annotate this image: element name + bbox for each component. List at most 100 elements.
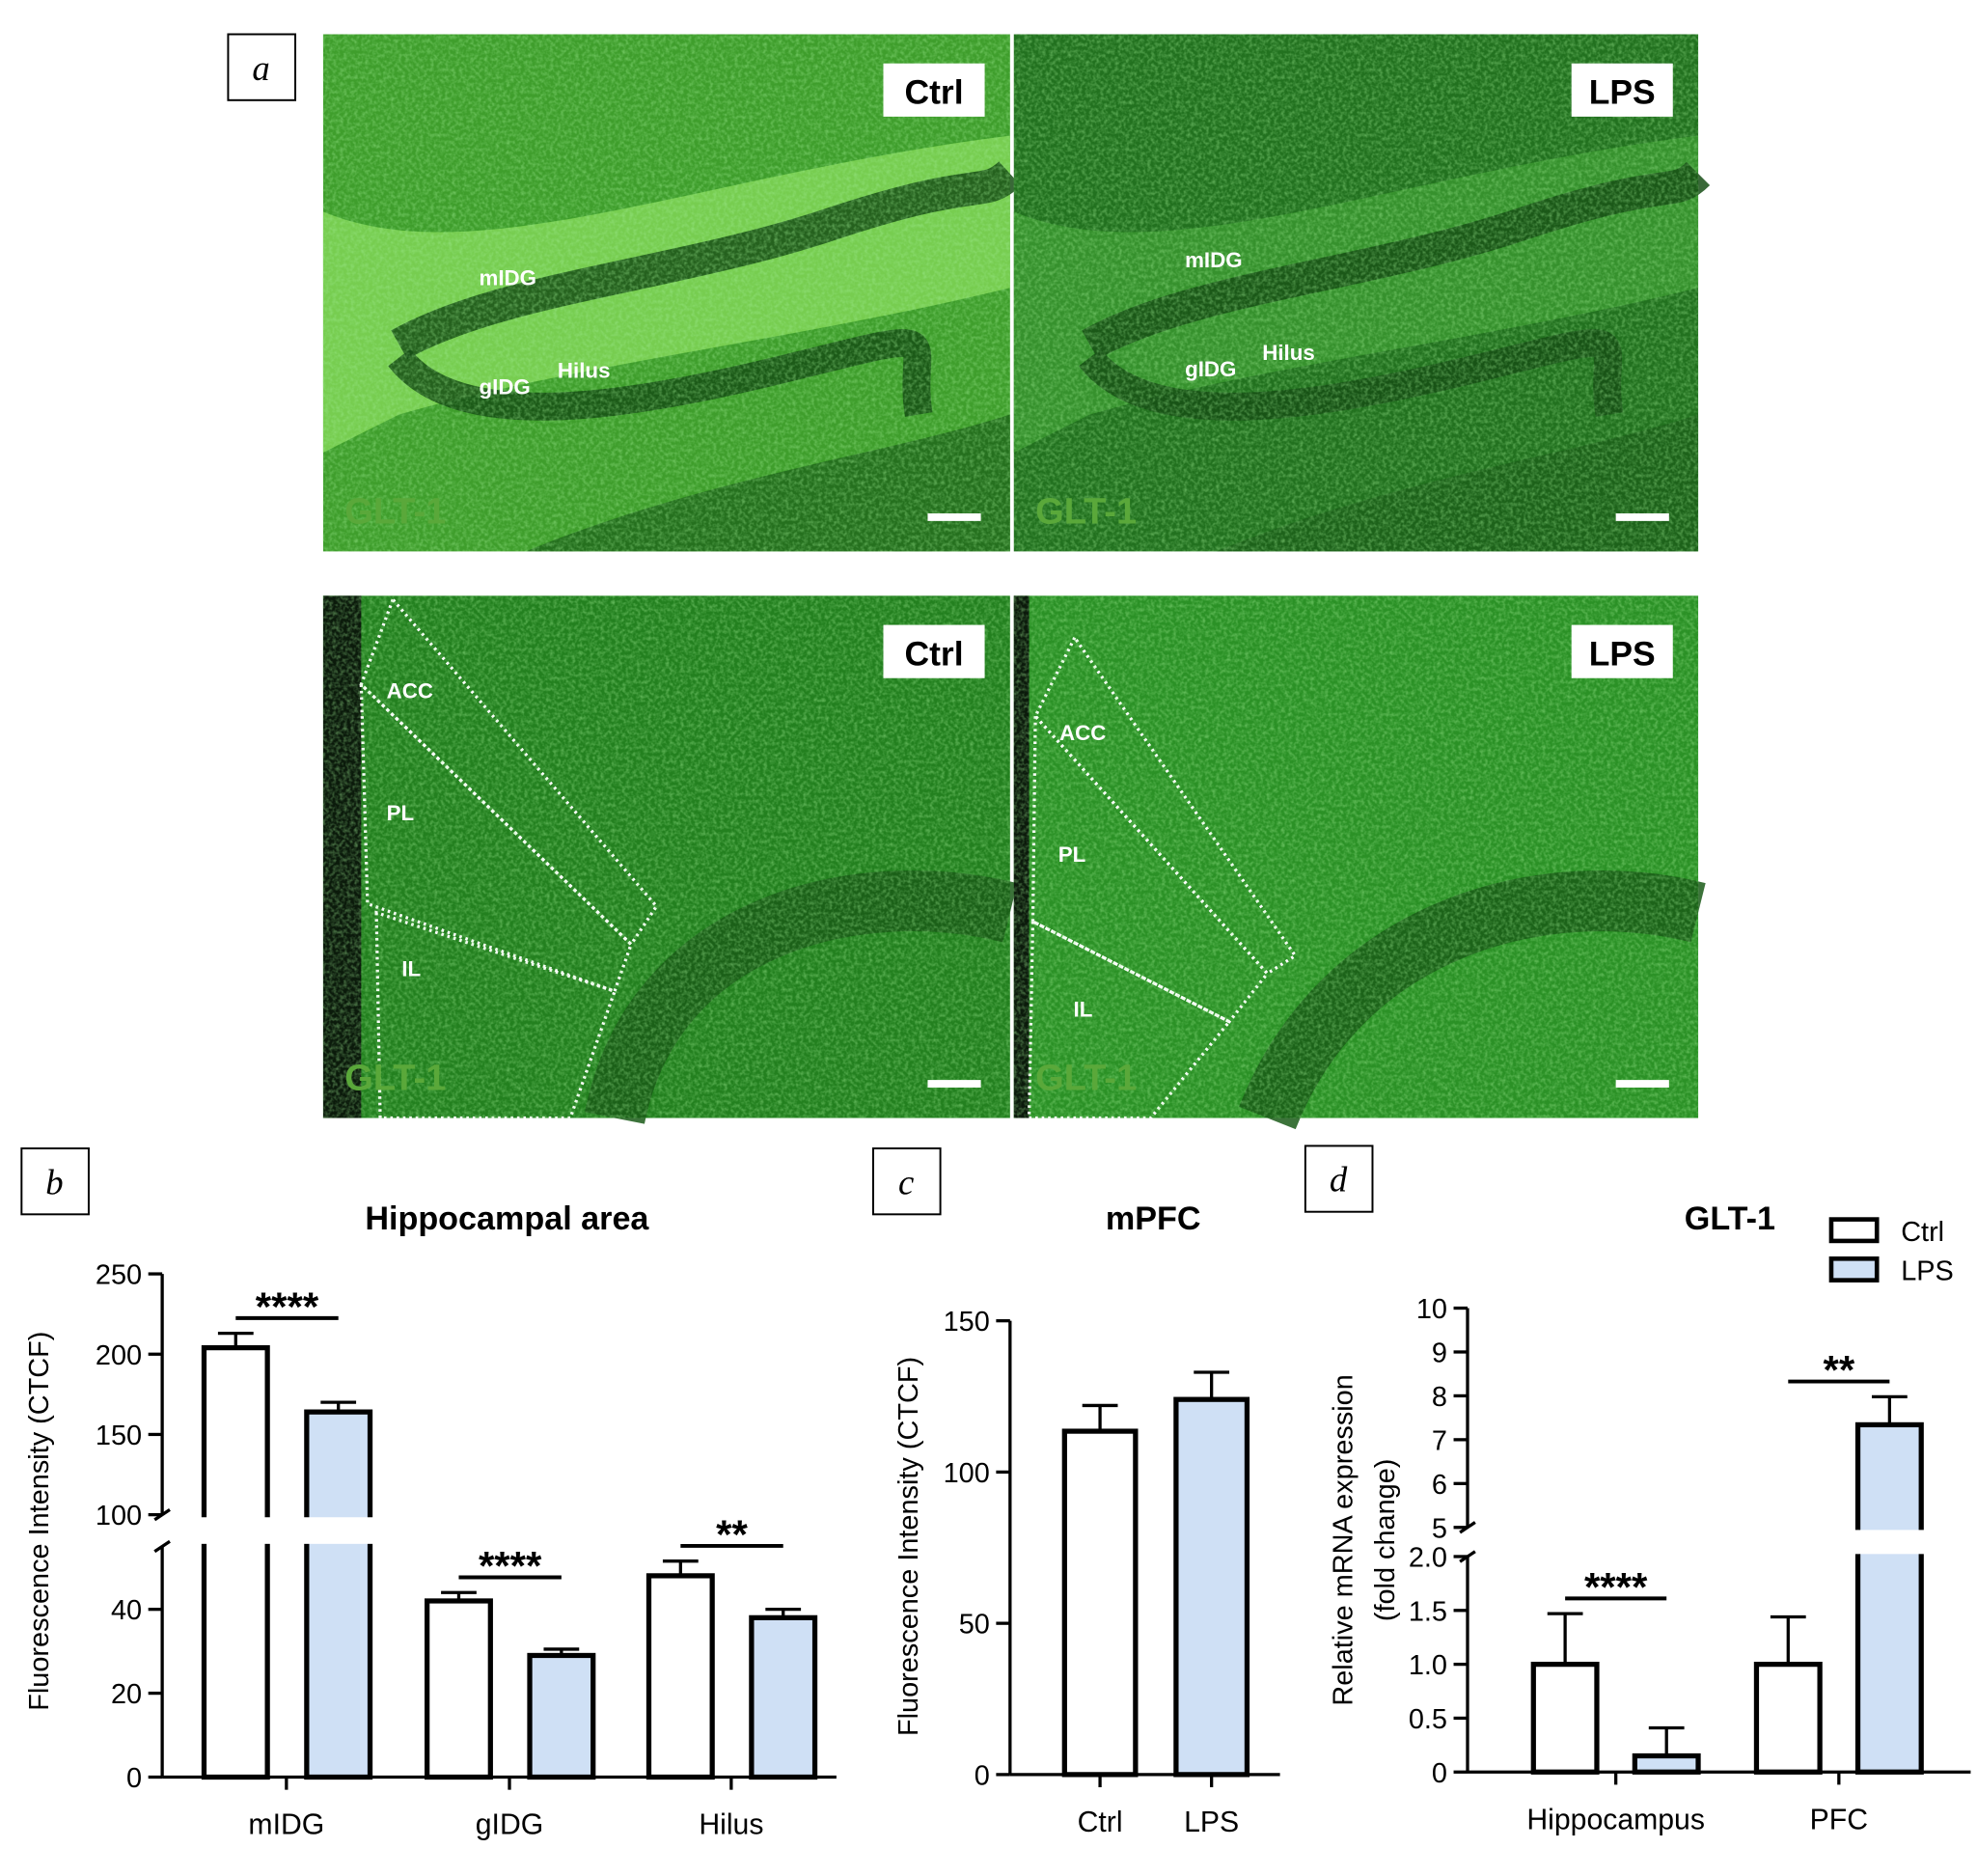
axis-break-mark	[1459, 1521, 1476, 1534]
y-tick-label: 10	[1416, 1294, 1447, 1325]
condition-label: LPS	[1589, 73, 1656, 112]
bar	[425, 1598, 493, 1780]
y-tick-label: 200	[96, 1340, 142, 1371]
legend-label: LPS	[1901, 1256, 1954, 1287]
legend-label: Ctrl	[1901, 1217, 1944, 1248]
texture	[322, 595, 1010, 1118]
micrograph	[322, 595, 1018, 1125]
y-tick-label: 40	[111, 1595, 142, 1626]
y-tick-label: 1.0	[1409, 1650, 1447, 1681]
micrograph	[1013, 595, 1706, 1130]
micrograph	[322, 34, 1022, 552]
panel-letter-box	[871, 1147, 942, 1216]
bar	[1632, 1752, 1701, 1775]
stain-label: GLT-1	[344, 491, 446, 532]
region-label: PL	[1058, 842, 1086, 867]
axis-break-gap	[166, 1517, 840, 1544]
condition-box	[883, 624, 985, 678]
y-tick-label: 1.5	[1409, 1596, 1447, 1627]
y-tick-label: 6	[1432, 1470, 1447, 1501]
axis-break-mark	[153, 1539, 171, 1554]
x-tick-label: Hippocampus	[1526, 1804, 1705, 1835]
y-tick-label: 150	[96, 1421, 142, 1451]
bar	[749, 1614, 818, 1780]
y-axis-label: Fluorescence Intensity (CTCF)	[893, 1357, 924, 1736]
bar	[527, 1652, 596, 1780]
y-tick-label: 2.0	[1409, 1542, 1447, 1573]
region-label: ACC	[387, 679, 433, 704]
y-tick-label: 5	[1432, 1513, 1447, 1544]
texture	[1013, 595, 1699, 1118]
panel-letter: b	[45, 1162, 63, 1201]
region-label: gIDG	[1185, 357, 1236, 381]
texture	[322, 34, 1010, 552]
significance-label: **	[1823, 1347, 1854, 1393]
bar	[1061, 1428, 1139, 1778]
region-label: ACC	[1059, 721, 1106, 745]
stain-label: GLT-1	[1035, 491, 1137, 532]
scale-bar	[1615, 1080, 1669, 1088]
y-tick-label: 150	[944, 1307, 990, 1338]
stain-label: GLT-1	[344, 1059, 446, 1099]
bar	[645, 1573, 715, 1780]
y-tick-label: 50	[959, 1610, 990, 1641]
panel-letter: a	[252, 48, 269, 88]
condition-box	[1571, 63, 1673, 117]
texture	[1013, 34, 1699, 552]
significance-label: ****	[479, 1543, 542, 1588]
region-outline	[1027, 919, 1232, 1120]
bar	[304, 1409, 373, 1780]
y-tick-label: 0.5	[1409, 1704, 1447, 1735]
region-label: IL	[1074, 997, 1093, 1021]
micrograph	[1013, 34, 1711, 552]
region-label: IL	[401, 956, 421, 980]
x-tick-label: gIDG	[476, 1809, 543, 1841]
region-label: Hilus	[558, 358, 611, 382]
x-tick-label: mIDG	[248, 1809, 324, 1841]
significance-label: ****	[1584, 1564, 1648, 1610]
y-tick-label: 100	[96, 1501, 142, 1531]
bar	[1173, 1396, 1250, 1778]
condition-box	[1571, 624, 1673, 678]
bar	[1854, 1421, 1924, 1775]
panel-letter-box	[1304, 1145, 1374, 1213]
y-tick-label: 0	[126, 1763, 142, 1794]
region-label: PL	[387, 801, 415, 825]
x-tick-label: PFC	[1810, 1804, 1868, 1835]
y-tick-label: 20	[111, 1679, 142, 1710]
significance-label: **	[716, 1512, 748, 1558]
axis-break-mark	[1459, 1550, 1476, 1563]
y-tick-label: 250	[96, 1260, 142, 1291]
chart-title: mPFC	[1106, 1200, 1201, 1237]
scale-bar	[927, 512, 981, 521]
x-tick-label: LPS	[1184, 1807, 1239, 1838]
legend-swatch	[1828, 1217, 1880, 1244]
region-label: gIDG	[479, 375, 530, 400]
scale-bar	[927, 1080, 981, 1088]
condition-label: Ctrl	[904, 635, 963, 674]
y-tick-label: 0	[975, 1760, 990, 1791]
stain-label: GLT-1	[1035, 1059, 1137, 1099]
legend-swatch	[1828, 1256, 1880, 1283]
y-tick-label: 9	[1432, 1338, 1447, 1368]
y-axis-label: Relative mRNA expression	[1328, 1374, 1359, 1705]
bar	[1753, 1661, 1823, 1775]
bar	[1530, 1661, 1600, 1775]
y-axis-label: Fluorescence Intensity (CTCF)	[24, 1332, 55, 1711]
significance-label: ****	[256, 1283, 319, 1329]
condition-label: Ctrl	[904, 73, 963, 112]
x-tick-label: Ctrl	[1078, 1807, 1123, 1838]
condition-box	[883, 63, 985, 117]
panel-letter: d	[1330, 1160, 1348, 1200]
panel-letter-box	[20, 1147, 90, 1216]
y-tick-label: 8	[1432, 1382, 1447, 1413]
region-label: mIDG	[479, 266, 536, 290]
axis-break-mark	[153, 1508, 171, 1522]
panel-letter: c	[898, 1162, 914, 1201]
region-label: mIDG	[1185, 248, 1243, 272]
region-label: Hilus	[1262, 341, 1315, 365]
y-tick-label: 100	[944, 1458, 990, 1489]
axis-break-gap	[1470, 1530, 1975, 1555]
y-axis-label: (fold change)	[1370, 1459, 1401, 1622]
